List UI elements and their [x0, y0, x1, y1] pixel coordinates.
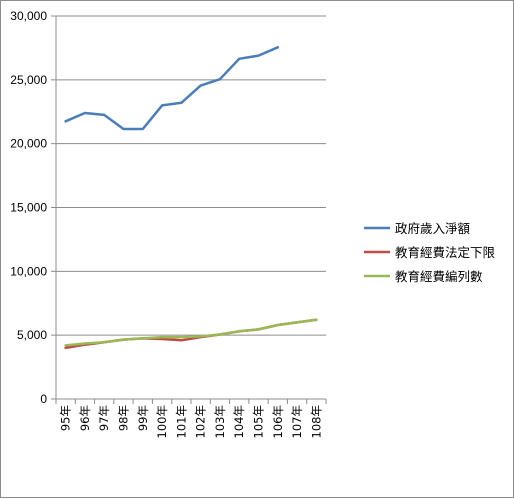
y-tick-label: 30,000	[10, 9, 47, 23]
y-tick-label: 5,000	[17, 328, 47, 342]
x-tick-label: 104年	[232, 405, 246, 438]
x-tick-label: 98年	[117, 405, 131, 431]
legend-label-2: 教育經費法定下限	[395, 245, 496, 260]
x-tick-label: 95年	[59, 405, 73, 431]
x-tick-label: 102年	[194, 405, 208, 438]
series-lines	[64, 46, 318, 350]
x-tick-label: 106年	[271, 405, 285, 438]
y-tick-label: 10,000	[10, 264, 47, 278]
x-tick-label: 100年	[155, 405, 169, 438]
grid-lines	[56, 15, 326, 336]
x-tick-label: 103年	[213, 405, 227, 438]
y-tick-label: 20,000	[10, 137, 47, 151]
x-tick-label: 101年	[174, 405, 188, 438]
y-tick-label: 0	[40, 392, 47, 406]
axes	[51, 15, 327, 404]
series-line-1	[64, 46, 280, 131]
x-tick-label: 96年	[78, 405, 92, 431]
x-tick-label: 97年	[97, 405, 111, 431]
y-axis-tick-labels: 0 5,000 10,000 15,000 20,000 25,000 30,000	[10, 9, 47, 406]
x-tick-label: 105年	[252, 405, 266, 438]
x-tick-label: 107年	[290, 405, 304, 438]
legend-label-3: 教育經費編列數	[395, 269, 483, 284]
legend-label-1: 政府歲入淨額	[395, 221, 471, 236]
series-line-3	[64, 318, 318, 347]
y-tick-label: 25,000	[10, 73, 47, 87]
y-tick-label: 15,000	[10, 201, 47, 215]
x-axis-tick-labels: 95年 96年 97年 98年 99年 100年 101年 102年 103年 104年 105年 1…	[59, 405, 324, 438]
x-tick-label: 99年	[136, 405, 150, 431]
x-tick-label: 108年	[309, 405, 323, 438]
